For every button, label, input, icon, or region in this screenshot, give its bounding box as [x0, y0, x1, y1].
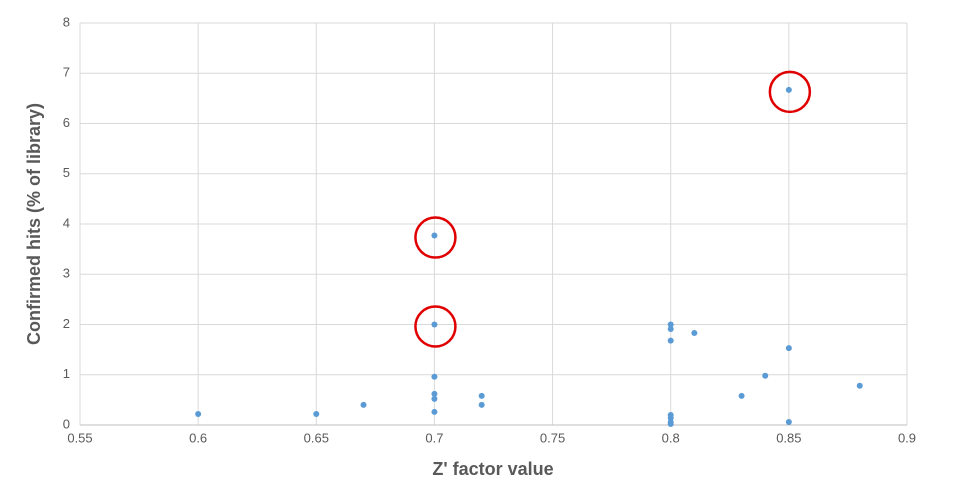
- point: [360, 401, 367, 408]
- y-tick-label: 7: [63, 65, 70, 80]
- point: [785, 345, 792, 352]
- highlight-circle: [414, 216, 457, 259]
- point: [431, 390, 438, 397]
- y-tick-label: 5: [63, 165, 70, 180]
- y-tick-label: 2: [63, 316, 70, 331]
- y-axis-title: Confirmed hits (% of library): [24, 103, 44, 345]
- point: [478, 392, 485, 399]
- y-tick-label: 1: [63, 366, 70, 381]
- point: [785, 418, 792, 425]
- x-tick-label: 0.85: [776, 430, 801, 445]
- x-axis-title: Z' factor value: [432, 459, 553, 479]
- highlight-circle: [768, 70, 812, 114]
- point: [667, 337, 674, 344]
- point: [431, 232, 438, 239]
- point: [431, 395, 438, 402]
- point: [478, 401, 485, 408]
- point: [431, 321, 438, 328]
- x-tick-label: 0.65: [304, 430, 329, 445]
- point: [667, 321, 674, 328]
- point: [738, 392, 745, 399]
- x-tick-label: 0.7: [425, 430, 443, 445]
- x-tick-label: 0.55: [67, 430, 92, 445]
- point: [195, 410, 202, 417]
- point: [691, 330, 698, 337]
- y-tick-label: 0: [63, 416, 70, 431]
- x-tick-label: 0.75: [540, 430, 565, 445]
- y-tick-label: 4: [63, 215, 70, 230]
- point: [431, 373, 438, 380]
- x-tick-label: 0.9: [898, 430, 916, 445]
- point: [313, 410, 320, 417]
- y-tick-label: 3: [63, 266, 70, 281]
- x-tick-label: 0.6: [189, 430, 207, 445]
- y-tick-label: 8: [63, 14, 70, 29]
- point: [762, 372, 769, 379]
- point: [856, 382, 863, 389]
- y-tick-label: 6: [63, 115, 70, 130]
- highlight-circle: [414, 305, 457, 348]
- point: [785, 86, 792, 93]
- point: [667, 326, 674, 333]
- x-tick-label: 0.8: [662, 430, 680, 445]
- point: [431, 408, 438, 415]
- point: [667, 420, 674, 427]
